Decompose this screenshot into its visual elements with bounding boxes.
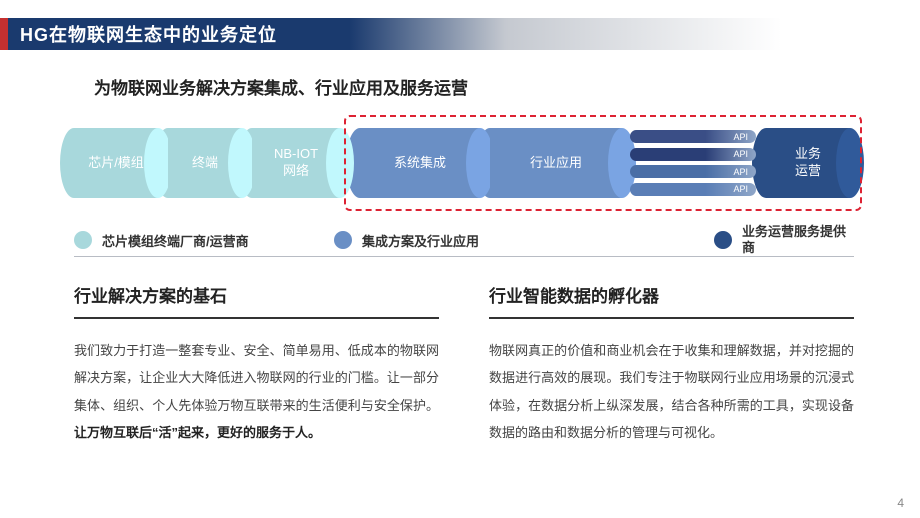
column-body: 物联网真正的价值和商业机会在于收集和理解数据，并对挖掘的数据进行高效的展现。我们…: [489, 337, 854, 446]
legend-label: 集成方案及行业应用: [362, 231, 479, 250]
page-title: HG在物联网生态中的业务定位: [20, 21, 277, 47]
legend-dot: [714, 231, 732, 249]
divider: [74, 256, 854, 257]
text-columns: 行业解决方案的基石我们致力于打造一整套专业、安全、简单易用、低成本的物联网解决方…: [74, 282, 854, 446]
highlight-box: [344, 115, 862, 211]
legend-dot: [334, 231, 352, 249]
column-1: 行业智能数据的孵化器物联网真正的价值和商业机会在于收集和理解数据，并对挖掘的数据…: [489, 282, 854, 446]
legend-label: 业务运营服务提供商: [742, 224, 852, 257]
page-number: 4: [897, 496, 904, 510]
legend-item: 芯片模组终端厂商/运营商: [74, 231, 249, 250]
header-bar: HG在物联网生态中的业务定位: [0, 18, 920, 50]
segment-term: 终端: [168, 128, 242, 198]
column-0: 行业解决方案的基石我们致力于打造一整套专业、安全、简单易用、低成本的物联网解决方…: [74, 282, 439, 446]
column-title: 行业智能数据的孵化器: [489, 282, 854, 319]
column-title: 行业解决方案的基石: [74, 282, 439, 319]
subtitle: 为物联网业务解决方案集成、行业应用及服务运营: [94, 74, 468, 99]
pipeline-diagram: 芯片/模组终端NB-IOT 网络系统集成行业应用业务 运营APIAPIAPIAP…: [74, 118, 854, 208]
legend-item: 集成方案及行业应用: [334, 231, 479, 250]
legend-dot: [74, 231, 92, 249]
segment-nbiot: NB-IOT 网络: [252, 128, 340, 198]
legend-label: 芯片模组终端厂商/运营商: [102, 231, 249, 250]
header-accent: [0, 18, 8, 50]
legend: 芯片模组终端厂商/运营商 集成方案及行业应用 业务运营服务提供商: [74, 222, 854, 258]
column-body: 我们致力于打造一整套专业、安全、简单易用、低成本的物联网解决方案，让企业大大降低…: [74, 337, 439, 446]
legend-item: 业务运营服务提供商: [714, 224, 852, 257]
segment-chip: 芯片/模组: [74, 128, 158, 198]
